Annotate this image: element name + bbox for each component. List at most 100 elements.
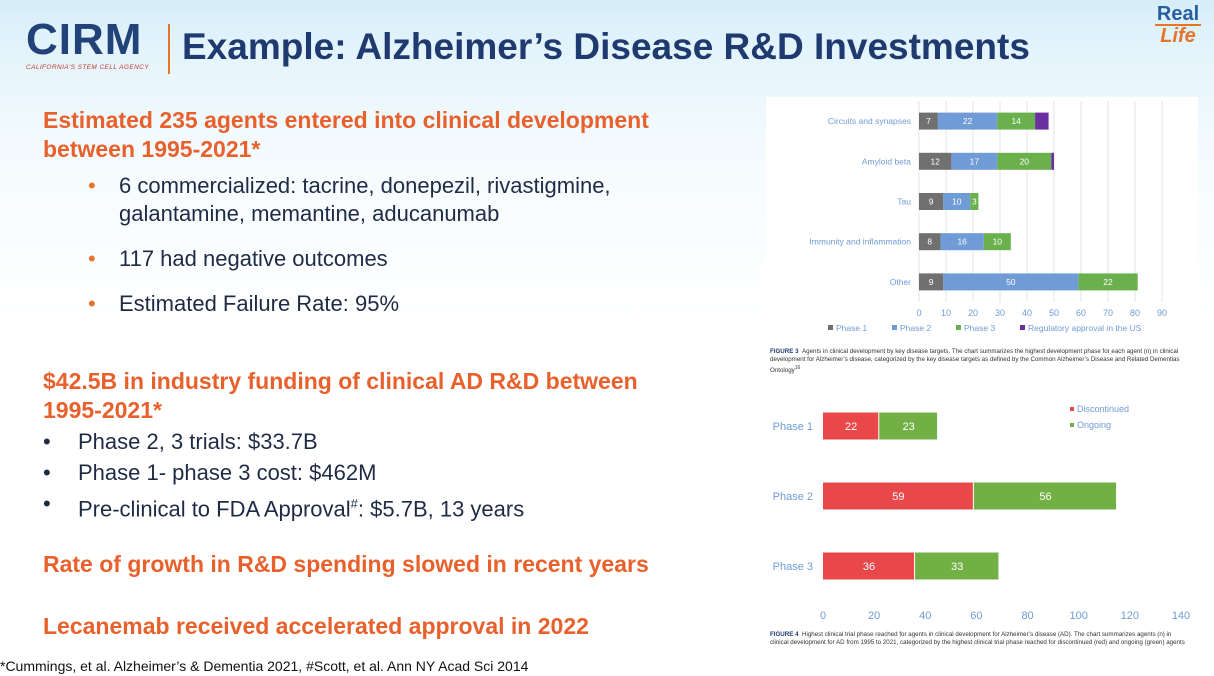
category-label: Tau <box>897 197 911 207</box>
category-label: Circuits and synapses <box>828 116 911 126</box>
x-tick-label: 80 <box>1130 308 1140 318</box>
list-item: Phase 1- phase 3 cost: $462M <box>43 459 524 487</box>
legend-swatch <box>1070 423 1074 427</box>
badge-underline <box>1155 24 1201 26</box>
legend-label: Phase 2 <box>900 323 931 333</box>
category-label: Phase 1 <box>773 421 813 433</box>
x-tick-label: 40 <box>919 610 931 622</box>
data-label: 20 <box>1020 156 1030 166</box>
data-label: 59 <box>892 491 904 503</box>
data-label: 33 <box>951 561 963 573</box>
badge-line1: Real <box>1156 3 1200 25</box>
section1-heading-line2: between 1995-2021* <box>43 136 261 162</box>
data-label: 36 <box>863 561 875 573</box>
statement-lecanemab: Lecanemab received accelerated approval … <box>43 613 589 639</box>
x-tick-label: 50 <box>1049 308 1059 318</box>
legend-label: Phase 3 <box>964 323 995 333</box>
bar-segment <box>919 233 941 251</box>
data-label: 9 <box>929 277 934 287</box>
bullet-line1: 6 commercialized: tacrine, donepezil, ri… <box>119 173 611 198</box>
list-item: Phase 2, 3 trials: $33.7B <box>43 428 524 456</box>
legend-swatch <box>956 325 961 330</box>
bar-segment <box>919 112 938 130</box>
bar-segment <box>970 193 979 210</box>
section1-bullets: 6 commercialized: tacrine, donepezil, ri… <box>88 172 611 318</box>
bar-segment <box>879 412 938 440</box>
bar-segment <box>973 482 1117 510</box>
x-tick-label: 40 <box>1022 308 1032 318</box>
data-label: 17 <box>970 156 980 166</box>
slide-title: Example: Alzheimer’s Disease R&D Investm… <box>182 26 1030 67</box>
x-tick-label: 30 <box>995 308 1005 318</box>
x-tick-label: 120 <box>1121 610 1139 622</box>
category-label: Immunity and inflammation <box>809 237 911 247</box>
bar-segment <box>943 273 1079 291</box>
statement-growth: Rate of growth in R&D spending slowed in… <box>43 551 649 577</box>
figure4-chart: 0 20 40 60 80 100 120 140 Phase 1 22 23 Phase 2 59 56… <box>773 404 1191 622</box>
figure4-caption-text: Highest clinical trial phase reached for… <box>770 631 1185 646</box>
data-label: 7 <box>926 116 931 126</box>
section1-heading: Estimated 235 agents entered into clinic… <box>43 106 649 164</box>
bullet-line2: galantamine, memantine, aducanumab <box>119 201 500 226</box>
figure3-caption: FIGURE 3 Agents in clinical development … <box>770 348 1190 375</box>
bar-segment <box>823 412 879 440</box>
legend-swatch <box>892 325 897 330</box>
category-label: Other <box>890 277 911 287</box>
bar-segment <box>997 152 1052 170</box>
list-item: 117 had negative outcomes <box>88 245 611 273</box>
title-divider <box>168 24 170 74</box>
bar-segment <box>823 552 915 580</box>
section1-heading-line1: Estimated 235 agents entered into clinic… <box>43 107 649 133</box>
data-label: 10 <box>993 237 1003 247</box>
bar-segment <box>1051 152 1054 170</box>
x-tick-label: 20 <box>968 308 978 318</box>
x-tick-label: 0 <box>916 308 921 318</box>
legend-swatch <box>828 325 833 330</box>
citation-footnote: *Cummings, et al. Alzheimer’s & Dementia… <box>0 658 529 674</box>
bar-segment <box>1078 273 1138 291</box>
legend-swatch <box>1020 325 1025 330</box>
legend-label: Ongoing <box>1077 420 1111 430</box>
x-tick-label: 60 <box>970 610 982 622</box>
bar-segment <box>940 233 984 251</box>
legend-label: Discontinued <box>1077 404 1129 414</box>
list-item: 6 commercialized: tacrine, donepezil, ri… <box>88 172 611 228</box>
figure3-caption-text: Agents in clinical development by key di… <box>770 348 1180 375</box>
data-label: 3 <box>972 197 977 207</box>
data-label: 22 <box>1103 277 1113 287</box>
legend-label: Phase 1 <box>836 323 867 333</box>
list-item: Pre-clinical to FDA Approval#: $5.7B, 13… <box>43 490 524 523</box>
list-item: Estimated Failure Rate: 95% <box>88 290 611 318</box>
bullet-text: Phase 2, 3 trials: $33.7B <box>78 429 318 454</box>
bar-segment <box>997 112 1036 130</box>
logo-text: CIRM <box>26 15 143 64</box>
category-label: Phase 3 <box>773 561 813 573</box>
figure3-panel: 0 10 20 30 40 50 60 70 80 90 Circuits and synapses… <box>766 97 1198 342</box>
bullet-text: Pre-clinical to FDA Approval <box>78 496 351 522</box>
x-tick-label: 20 <box>868 610 880 622</box>
legend-label: Regulatory approval in the US <box>1028 323 1142 333</box>
cirm-logo: CIRM CALIFORNIA'S STEM CELL AGENCY <box>26 18 152 78</box>
figure3-caption-label: FIGURE 3 <box>770 348 799 355</box>
legend-swatch <box>1070 407 1074 411</box>
section2-heading-line2: 1995-2021* <box>43 397 162 423</box>
data-label: 23 <box>903 421 915 433</box>
figure3-chart: 0 10 20 30 40 50 60 70 80 90 Circuits and synapses… <box>809 101 1167 333</box>
data-label: 10 <box>952 197 962 207</box>
bar-segment <box>919 193 944 210</box>
data-label: 8 <box>927 237 932 247</box>
bar-segment <box>1035 112 1049 130</box>
data-label: 9 <box>929 197 934 207</box>
data-label: 12 <box>930 156 940 166</box>
x-tick-label: 10 <box>941 308 951 318</box>
figure4-panel: 0 20 40 60 80 100 120 140 Phase 1 22 23 Phase 2 59 56… <box>766 397 1198 625</box>
footnote-mark: # <box>350 496 358 511</box>
badge-line2: Life <box>1160 25 1196 47</box>
x-tick-label: 60 <box>1076 308 1086 318</box>
bar-segment <box>937 112 998 130</box>
x-tick-label: 100 <box>1070 610 1088 622</box>
bar-segment <box>823 482 973 510</box>
data-label: 14 <box>1011 116 1021 126</box>
bullet-line1: 117 had negative outcomes <box>119 246 388 271</box>
bar-segment <box>983 233 1011 251</box>
